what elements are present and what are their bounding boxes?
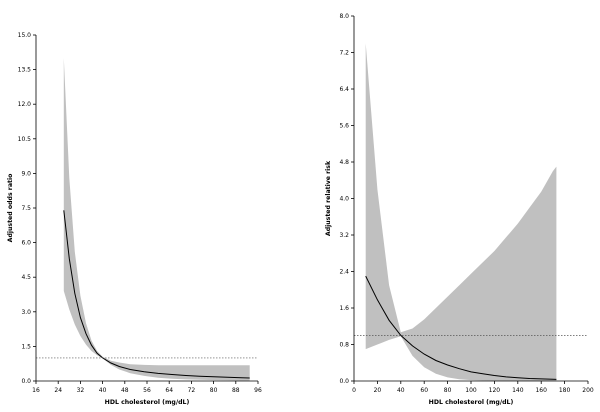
x-tick-label: 96 <box>254 387 262 394</box>
y-tick-label: 10.5 <box>18 136 32 143</box>
x-tick-label: 0 <box>352 387 356 394</box>
y-tick-label: 3.2 <box>339 232 349 239</box>
estimate-line <box>63 210 250 379</box>
y-tick-label: 13.5 <box>18 67 32 74</box>
x-tick-label: 160 <box>535 387 547 394</box>
x-tick-label: 88 <box>232 387 240 394</box>
x-tick-label: 24 <box>54 387 62 394</box>
x-tick-label: 40 <box>99 387 107 394</box>
estimate-line <box>365 275 557 380</box>
y-tick-label: 4.0 <box>339 196 349 203</box>
x-tick-label: 64 <box>165 387 173 394</box>
y-tick-label: 3.0 <box>21 309 31 316</box>
x-tick-label: 80 <box>444 387 452 394</box>
x-tick-label: 40 <box>397 387 405 394</box>
x-tick-label: 80 <box>210 387 218 394</box>
y-tick-label: 4.8 <box>339 159 349 166</box>
y-tick-label: 7.2 <box>339 50 349 57</box>
y-tick-label: 6.0 <box>21 240 31 247</box>
x-axis-label: HDL cholesterol (mg/dL) <box>429 399 514 406</box>
x-axis-label: HDL cholesterol (mg/dL) <box>105 399 190 406</box>
x-tick-label: 16 <box>32 387 40 394</box>
y-tick-label: 15.0 <box>18 32 32 39</box>
y-tick-label: 6.4 <box>339 86 349 93</box>
y-tick-label: 1.6 <box>339 305 349 312</box>
y-tick-label: 1.5 <box>21 343 31 350</box>
y-tick-label: 0.0 <box>339 378 349 385</box>
y-tick-label: 7.5 <box>21 205 31 212</box>
x-tick-label: 140 <box>512 387 524 394</box>
confidence-band <box>365 43 557 382</box>
x-tick-label: 60 <box>420 387 428 394</box>
y-tick-label: 4.5 <box>21 274 31 281</box>
y-tick-label: 8.0 <box>339 13 349 20</box>
x-tick-label: 180 <box>559 387 571 394</box>
confidence-band <box>63 58 250 381</box>
y-tick-label: 2.4 <box>339 269 349 276</box>
left-odds-ratio-panel: 0.0 1.5 3.0 4.5 6.0 7.5 9.0 10.5 12.0 13.5 15.0 16 2… <box>7 32 262 406</box>
x-tick-label: 72 <box>188 387 196 394</box>
y-tick-label: 0.8 <box>339 342 349 349</box>
right-relative-risk-panel: 0.0 0.8 1.6 2.4 3.2 4.0 4.8 5.6 6.4 7.2 8.0 0 20 40 60… <box>325 13 594 406</box>
x-tick-label: 56 <box>143 387 151 394</box>
y-tick-label: 5.6 <box>339 123 349 130</box>
y-tick-label: 9.0 <box>21 170 31 177</box>
y-tick-label: 12.0 <box>18 101 32 108</box>
y-axis-label: Adjusted odds ratio <box>7 174 14 243</box>
x-tick-label: 20 <box>374 387 382 394</box>
y-axis-label: Adjusted relative risk <box>325 160 332 236</box>
x-tick-label: 100 <box>465 387 477 394</box>
x-tick-label: 120 <box>489 387 501 394</box>
x-tick-label: 48 <box>121 387 129 394</box>
x-tick-label: 32 <box>77 387 85 394</box>
y-tick-label: 0.0 <box>21 378 31 385</box>
x-tick-label: 200 <box>582 387 594 394</box>
